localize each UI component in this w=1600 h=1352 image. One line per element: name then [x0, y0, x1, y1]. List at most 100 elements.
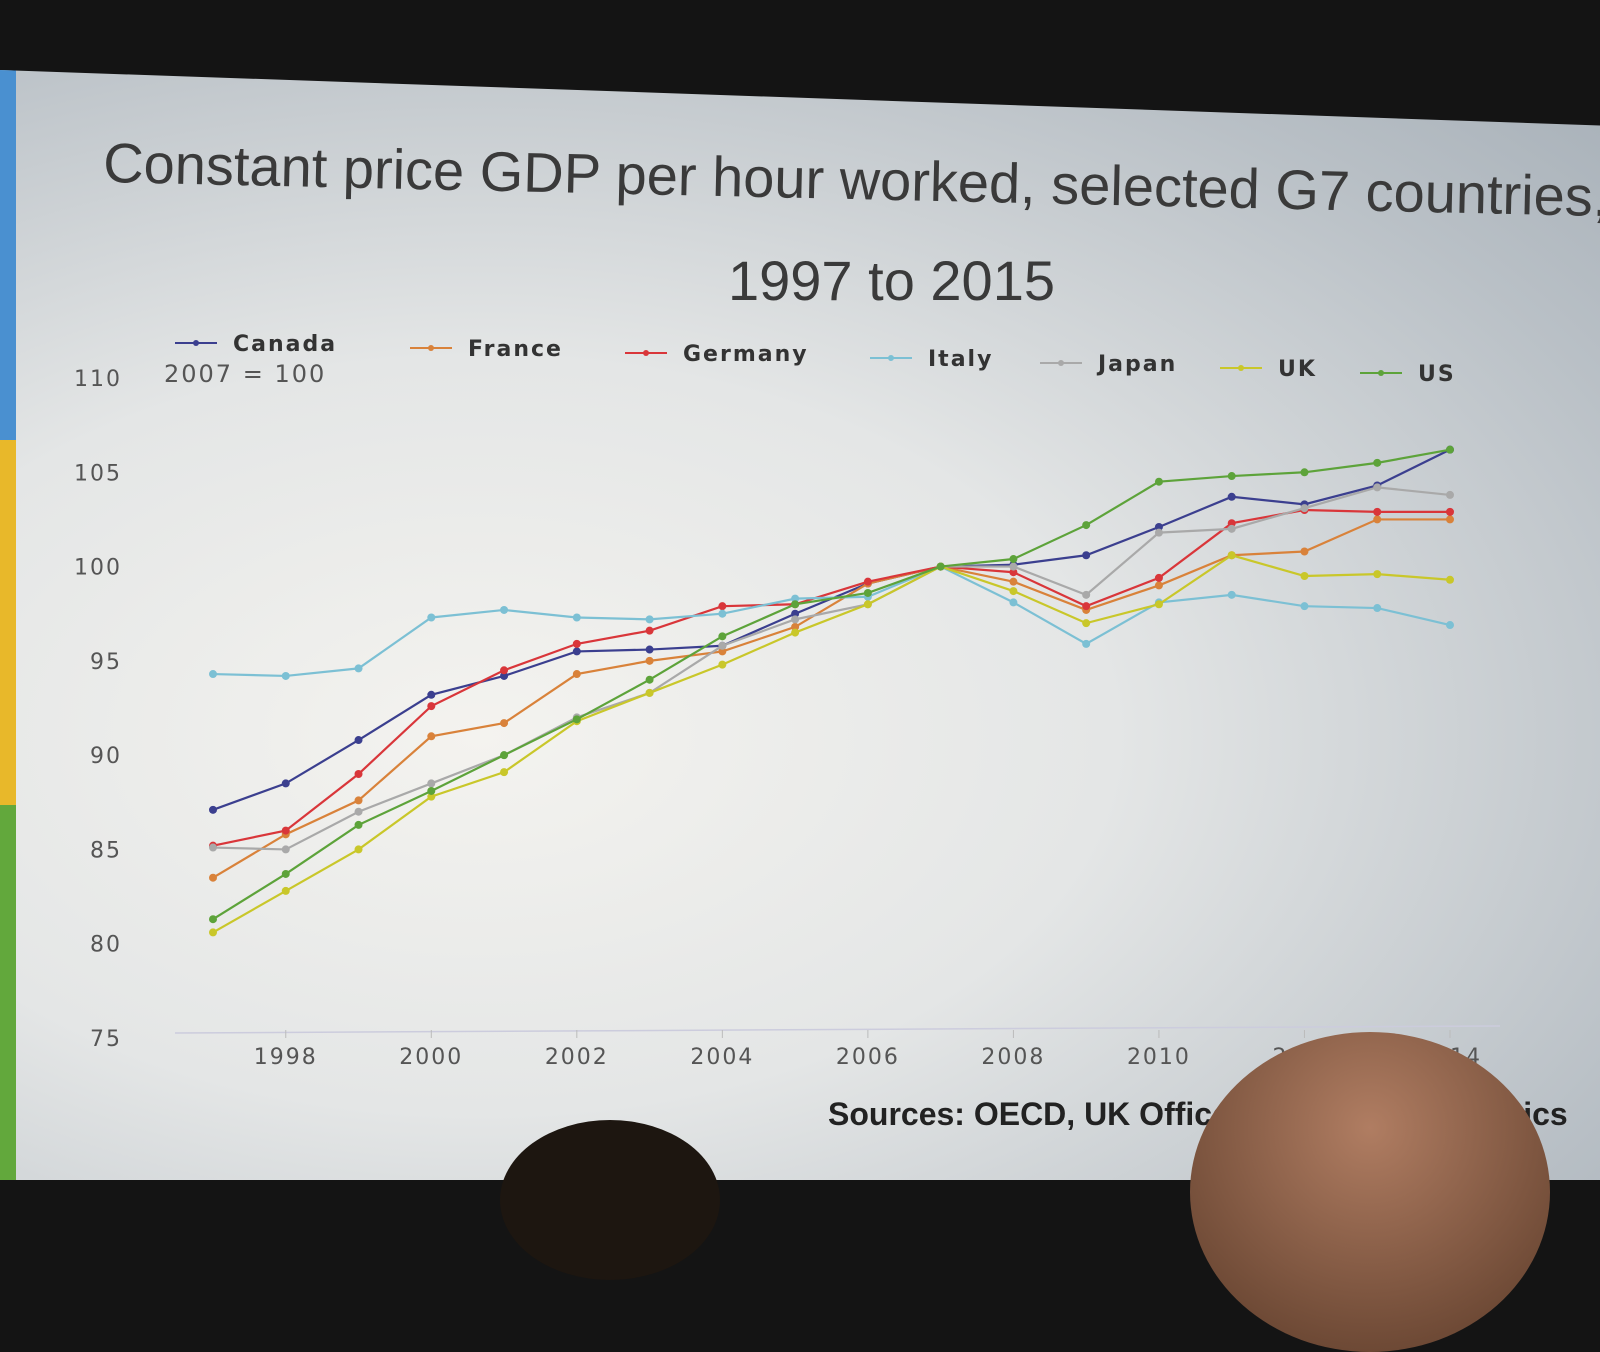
legend-item-japan: Japan	[1040, 352, 1175, 377]
y-tick-label: 90	[90, 744, 122, 769]
data-point	[1009, 598, 1018, 607]
data-point	[1300, 547, 1309, 556]
data-point	[645, 615, 654, 624]
data-point	[354, 736, 363, 745]
legend-label: Italy	[928, 347, 993, 372]
data-point	[427, 786, 436, 795]
chart-subtitle: 2007 = 100	[164, 360, 326, 388]
data-point	[1082, 590, 1091, 599]
data-point	[863, 600, 872, 609]
data-point	[791, 622, 800, 631]
data-point	[281, 845, 290, 854]
data-point	[1373, 570, 1382, 579]
legend-label: Germany	[683, 342, 809, 367]
data-point	[427, 613, 436, 622]
data-point	[1009, 562, 1018, 571]
x-tick-label: 2004	[690, 1045, 754, 1070]
data-point	[645, 645, 654, 654]
data-point	[1446, 490, 1454, 499]
x-tick-label: 1998	[254, 1045, 318, 1070]
data-point	[1227, 472, 1236, 481]
data-point	[1154, 522, 1163, 531]
legend-label: Canada	[233, 332, 337, 357]
data-point	[1227, 551, 1236, 560]
data-point	[1009, 555, 1018, 564]
data-point	[1082, 639, 1091, 648]
data-point	[791, 594, 800, 603]
data-point	[1373, 604, 1382, 613]
y-tick-label: 80	[90, 933, 122, 958]
data-point	[209, 670, 217, 679]
y-tick-label: 75	[90, 1027, 122, 1052]
y-tick-label: 105	[74, 461, 122, 486]
data-point	[1300, 572, 1309, 580]
data-point	[645, 656, 654, 665]
data-point	[281, 826, 290, 835]
series-japan	[209, 483, 1454, 854]
series-us	[209, 445, 1454, 924]
x-tick-label: 2010	[1127, 1045, 1191, 1070]
data-point	[209, 873, 217, 882]
accent-strip-yellow	[0, 440, 16, 805]
data-point	[863, 588, 872, 597]
data-point	[427, 792, 436, 801]
data-point	[500, 605, 509, 614]
data-point	[281, 869, 290, 878]
series-line	[212, 486, 1451, 851]
data-point	[1154, 600, 1163, 609]
legend-item-france: France	[410, 337, 563, 362]
data-point	[572, 670, 581, 679]
data-point	[572, 647, 581, 656]
legend-marker	[193, 340, 199, 346]
data-point	[718, 609, 727, 618]
data-point	[1009, 577, 1018, 586]
x-tick-label: 2002	[545, 1045, 609, 1070]
legend-label: France	[468, 337, 563, 362]
data-point	[1082, 619, 1091, 628]
legend-marker	[428, 345, 434, 351]
legend-item-us: US	[1360, 362, 1456, 387]
data-point	[427, 779, 436, 788]
data-point	[354, 770, 363, 778]
data-point	[645, 688, 654, 697]
data-point	[1082, 602, 1091, 611]
data-point	[427, 690, 436, 699]
series-canada	[209, 445, 1454, 814]
data-point	[1227, 492, 1236, 501]
series-line	[212, 448, 1451, 921]
x-tick-label: 2006	[836, 1045, 900, 1070]
series-france	[209, 515, 1454, 882]
data-point	[1227, 590, 1236, 599]
data-point	[427, 702, 436, 711]
data-point	[1446, 507, 1454, 516]
data-point	[572, 613, 581, 622]
accent-strip-blue	[0, 70, 16, 440]
data-point	[1227, 524, 1236, 533]
legend-label: UK	[1278, 357, 1317, 382]
y-tick-label: 85	[90, 838, 122, 863]
data-point	[209, 843, 217, 852]
data-point	[500, 671, 509, 680]
legend-marker	[1238, 365, 1244, 371]
data-point	[718, 641, 727, 650]
data-point	[863, 577, 872, 586]
chart-title-line2: 1997 to 2015	[728, 249, 1055, 312]
y-axis: 75 80 85 90 95 100 105 110	[74, 367, 122, 1052]
data-point	[718, 632, 727, 641]
data-point	[354, 796, 363, 805]
series-line	[212, 518, 1450, 879]
legend: Canada France Germany Italy Japan UK US	[175, 332, 1456, 387]
data-point	[791, 628, 800, 637]
legend-marker	[888, 355, 894, 361]
series-line	[212, 448, 1451, 811]
data-point	[1082, 551, 1091, 560]
data-point	[281, 886, 290, 895]
data-point	[500, 751, 509, 760]
data-point	[1373, 515, 1382, 524]
data-point	[791, 615, 800, 624]
audience-head	[1190, 1032, 1550, 1352]
x-axis-line	[174, 1025, 1501, 1034]
legend-label: US	[1418, 362, 1456, 387]
legend-marker	[1378, 370, 1384, 376]
data-point	[1373, 507, 1382, 516]
